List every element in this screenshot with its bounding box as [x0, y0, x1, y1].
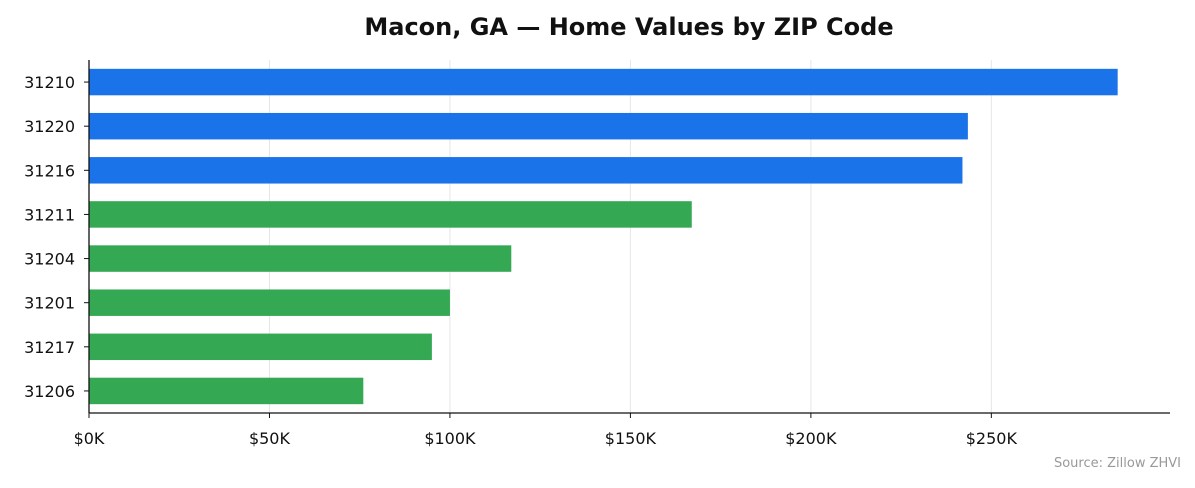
y-tick-label-31216: 31216 [24, 161, 75, 180]
x-tick-label-$200K: $200K [785, 429, 837, 448]
source-note: Source: Zillow ZHVI [1054, 456, 1181, 471]
x-tick-label-$100K: $100K [424, 429, 476, 448]
bar-31210 [89, 68, 1118, 96]
y-tick-label-31210: 31210 [24, 73, 75, 92]
bar-31211 [89, 201, 692, 228]
bar-31220 [89, 112, 968, 140]
y-tick-label-31217: 31217 [24, 338, 75, 357]
x-tick-label-$50K: $50K [249, 429, 291, 448]
bar-31217 [89, 333, 432, 361]
y-tick-label-31220: 31220 [24, 117, 75, 136]
y-axis-ticks: 31210 31220 31216 31211 31204 31201 31217 31206 [24, 73, 89, 401]
x-axis-ticks: $0K $50K $100K $150K $200K $250K [74, 413, 1018, 448]
y-tick-label-31204: 31204 [24, 250, 75, 269]
bar-31204 [89, 245, 512, 272]
bars [89, 68, 1118, 405]
x-tick-label-$150K: $150K [605, 429, 657, 448]
bar-31201 [89, 289, 450, 316]
y-tick-label-31201: 31201 [24, 294, 75, 313]
x-tick-label-$250K: $250K [966, 429, 1018, 448]
y-tick-label-31211: 31211 [24, 205, 75, 224]
bar-31216 [89, 157, 963, 184]
x-tick-label-$0K: $0K [74, 429, 105, 448]
bar-31206 [89, 377, 364, 405]
y-tick-label-31206: 31206 [24, 382, 75, 401]
chart-title: Macon, GA — Home Values by ZIP Code [364, 13, 893, 41]
